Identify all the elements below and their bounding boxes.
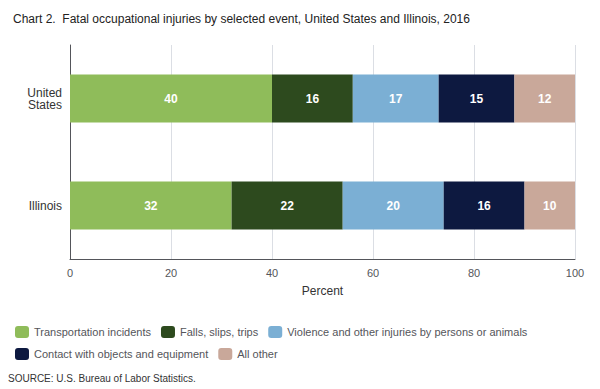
svg-text:80: 80: [468, 267, 480, 279]
svg-text:Falls, slips, trips: Falls, slips, trips: [180, 326, 259, 338]
svg-text:40: 40: [164, 92, 178, 106]
svg-text:16: 16: [477, 199, 491, 213]
svg-text:SOURCE: U.S. Bureau of Labor S: SOURCE: U.S. Bureau of Labor Statistics.: [8, 373, 196, 384]
svg-text:20: 20: [387, 199, 401, 213]
svg-text:Contact with objects and equip: Contact with objects and equipment: [34, 348, 208, 360]
svg-text:100: 100: [566, 267, 584, 279]
svg-text:20: 20: [165, 267, 177, 279]
svg-text:60: 60: [367, 267, 379, 279]
svg-text:17: 17: [389, 92, 403, 106]
svg-text:All other: All other: [237, 348, 278, 360]
svg-text:Chart 2. Fatal occupational i: Chart 2. Fatal occupational injuries by …: [13, 12, 470, 26]
svg-text:United: United: [27, 85, 62, 100]
svg-text:States: States: [28, 98, 62, 112]
svg-text:15: 15: [470, 92, 484, 106]
svg-text:Percent: Percent: [302, 284, 344, 298]
svg-text:10: 10: [543, 199, 557, 213]
svg-text:32: 32: [144, 199, 158, 213]
svg-text:40: 40: [266, 267, 278, 279]
svg-text:Illinois: Illinois: [29, 199, 62, 213]
svg-text:22: 22: [280, 199, 294, 213]
svg-text:16: 16: [306, 92, 320, 106]
svg-text:0: 0: [67, 267, 73, 279]
svg-text:Violence and other injuries by: Violence and other injuries by persons o…: [287, 326, 528, 338]
svg-text:Transportation incidents: Transportation incidents: [34, 326, 151, 338]
svg-text:12: 12: [538, 92, 552, 106]
